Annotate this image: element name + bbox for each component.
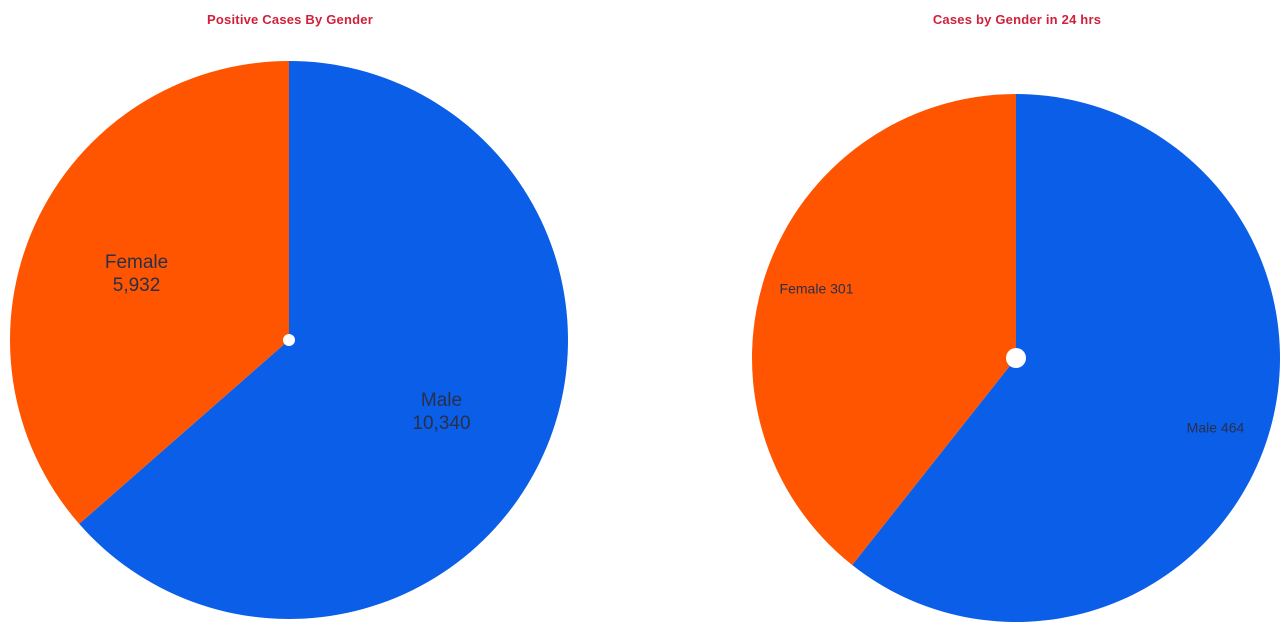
chart-title: Cases by Gender in 24 hrs — [932, 12, 1102, 27]
chart-title: Positive Cases By Gender — [207, 12, 373, 27]
pie-chart-24h-cases: Cases by Gender in 24 hrs Male 464 Female… — [700, 0, 1282, 640]
slice-label-female: Female 301 — [780, 281, 854, 297]
slice-label-male: Male 10,340 — [412, 390, 470, 434]
pie-chart-positive-cases: Positive Cases By Gender Male 10,340 Femal… — [0, 0, 580, 640]
pie-chart-svg: Male 10,340 Female 5,932 — [9, 61, 569, 619]
pie-center-dot — [283, 334, 295, 346]
pie-center-dot — [1006, 348, 1026, 368]
pie-chart-svg: Male 464 Female 301 — [751, 94, 1280, 622]
pie-slice-female — [9, 61, 290, 524]
slice-label-male: Male 464 — [1187, 419, 1245, 435]
pie-slice-female — [751, 94, 1016, 566]
pie-slice-male — [852, 94, 1280, 622]
slice-label-female: Female 5,932 — [105, 252, 168, 296]
pie-slice-male — [79, 61, 569, 619]
